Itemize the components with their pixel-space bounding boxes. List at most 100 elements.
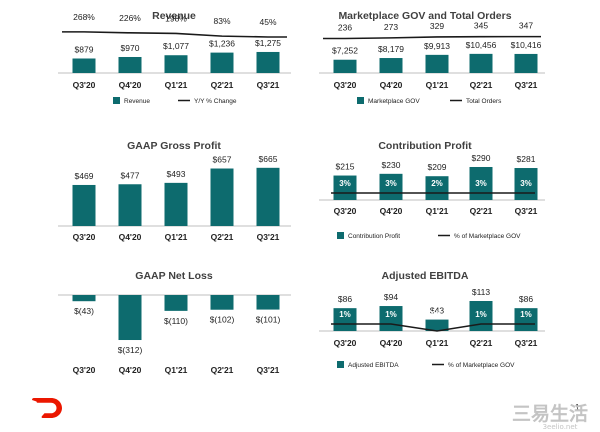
chart-gov: Marketplace GOV and Total Orders $7,252 Q3… xyxy=(319,10,545,105)
bar xyxy=(72,58,96,73)
legend-label: % of Marketplace GOV xyxy=(448,362,515,369)
legend: Revenue Y/Y % Change xyxy=(113,97,237,105)
bar xyxy=(118,295,142,341)
chart-title: Contribution Profit xyxy=(378,140,472,152)
line-value-label: 83% xyxy=(213,16,230,26)
bar xyxy=(514,308,538,331)
legend-label: % of Marketplace GOV xyxy=(454,233,521,240)
category-label: Q3'21 xyxy=(515,80,538,90)
value-label: $10,456 xyxy=(466,40,497,50)
legend-swatch-bar xyxy=(337,232,344,239)
value-label: $113 xyxy=(472,287,491,297)
legend-swatch-bar xyxy=(357,97,364,104)
line-value-label: 268% xyxy=(73,12,95,22)
line-value-label: 198% xyxy=(165,13,187,23)
category-label: Q2'21 xyxy=(470,206,493,216)
value-label: $215 xyxy=(336,162,355,172)
in-bar-percent-label: 3% xyxy=(385,179,397,188)
category-label: Q2'21 xyxy=(211,80,234,90)
logo-shape xyxy=(32,398,62,418)
value-label: $209 xyxy=(428,162,447,172)
value-label: $657 xyxy=(213,155,232,165)
category-label: Q1'21 xyxy=(165,365,188,375)
chart-revenue: Revenue $879 Q3'20 $970 Q4'20 $1,077 Q1'21 $1,2… xyxy=(58,10,291,105)
in-bar-percent-label: 2% xyxy=(431,179,443,188)
chart-title: Marketplace GOV and Total Orders xyxy=(338,10,511,22)
category-label: Q3'21 xyxy=(257,232,280,242)
value-label: $1,077 xyxy=(163,41,189,51)
bar xyxy=(425,176,449,200)
bar xyxy=(379,58,403,73)
bar xyxy=(256,51,280,73)
line-value-label: 45% xyxy=(259,17,276,27)
bar xyxy=(210,52,234,73)
value-label: $(312) xyxy=(118,345,143,355)
page-number: 1 xyxy=(575,403,580,412)
bar xyxy=(72,184,96,226)
bar xyxy=(256,167,280,226)
bar xyxy=(256,295,280,310)
watermark-subtext: 3eelio.net xyxy=(543,423,578,431)
chart-adjusted_ebitda: Adjusted EBITDA $86 Q3'20 $94 Q4'20 $43 Q1'21 $… xyxy=(319,270,545,369)
value-label: $43 xyxy=(430,306,444,316)
value-label: $86 xyxy=(519,294,533,304)
value-label: $(102) xyxy=(210,315,235,325)
in-bar-percent-label: 3% xyxy=(339,179,351,188)
legend: Contribution Profit % of Marketplace GOV xyxy=(337,232,521,240)
bar xyxy=(514,53,538,73)
bar xyxy=(333,59,357,73)
in-bar-percent-label: 1% xyxy=(475,310,487,319)
value-label: $230 xyxy=(382,160,401,170)
bar xyxy=(469,53,493,73)
category-label: Q4'20 xyxy=(119,232,142,242)
legend-label: Adjusted EBITDA xyxy=(348,362,399,369)
category-label: Q2'21 xyxy=(470,80,493,90)
category-label: Q1'21 xyxy=(165,80,188,90)
category-label: Q4'20 xyxy=(119,80,142,90)
value-label: $9,913 xyxy=(424,41,450,51)
value-label: $290 xyxy=(472,153,491,163)
bar xyxy=(164,55,188,73)
value-label: $(101) xyxy=(256,315,281,325)
legend-label: Total Orders xyxy=(466,98,502,105)
in-bar-percent-label: 3% xyxy=(520,179,532,188)
category-label: Q2'21 xyxy=(470,338,493,348)
value-label: $8,179 xyxy=(378,44,404,54)
bar xyxy=(164,182,188,226)
category-label: Q3'20 xyxy=(73,80,96,90)
chart-gaap_net_loss: GAAP Net Loss $(43) Q3'20 $(312) Q4'20 $(110)… xyxy=(58,270,291,375)
category-label: Q4'20 xyxy=(119,365,142,375)
bar xyxy=(469,166,493,200)
series-line xyxy=(62,31,287,38)
chart-title: GAAP Net Loss xyxy=(135,270,213,282)
bar xyxy=(333,308,357,331)
legend-swatch-bar xyxy=(113,97,120,104)
in-bar-percent-label: 1% xyxy=(385,310,397,319)
in-bar-percent-label: 1% xyxy=(520,310,532,319)
bar xyxy=(210,168,234,226)
value-label: $7,252 xyxy=(332,46,358,56)
category-label: Q2'21 xyxy=(211,232,234,242)
category-label: Q1'21 xyxy=(426,338,449,348)
legend-label: Revenue xyxy=(124,98,150,105)
category-label: Q4'20 xyxy=(380,206,403,216)
in-bar-percent-label: 3% xyxy=(475,179,487,188)
value-label: $970 xyxy=(121,43,140,53)
bar xyxy=(425,319,449,331)
value-label: $86 xyxy=(338,294,352,304)
legend: Adjusted EBITDA % of Marketplace GOV xyxy=(337,361,515,369)
in-bar-percent-label: 0% xyxy=(431,310,443,319)
line-value-label: 236 xyxy=(338,23,352,33)
category-label: Q3'20 xyxy=(73,232,96,242)
bar xyxy=(514,168,538,200)
category-label: Q3'21 xyxy=(257,365,280,375)
bar xyxy=(164,295,188,311)
category-label: Q3'21 xyxy=(515,338,538,348)
legend-label: Y/Y % Change xyxy=(194,98,237,105)
value-label: $(43) xyxy=(74,306,94,316)
line-value-label: 347 xyxy=(519,21,533,31)
value-label: $94 xyxy=(384,292,398,302)
chart-gaap_gross_profit: GAAP Gross Profit $469 Q3'20 $477 Q4'20 $493 Q… xyxy=(58,140,291,242)
chart-title: Revenue xyxy=(152,10,196,22)
